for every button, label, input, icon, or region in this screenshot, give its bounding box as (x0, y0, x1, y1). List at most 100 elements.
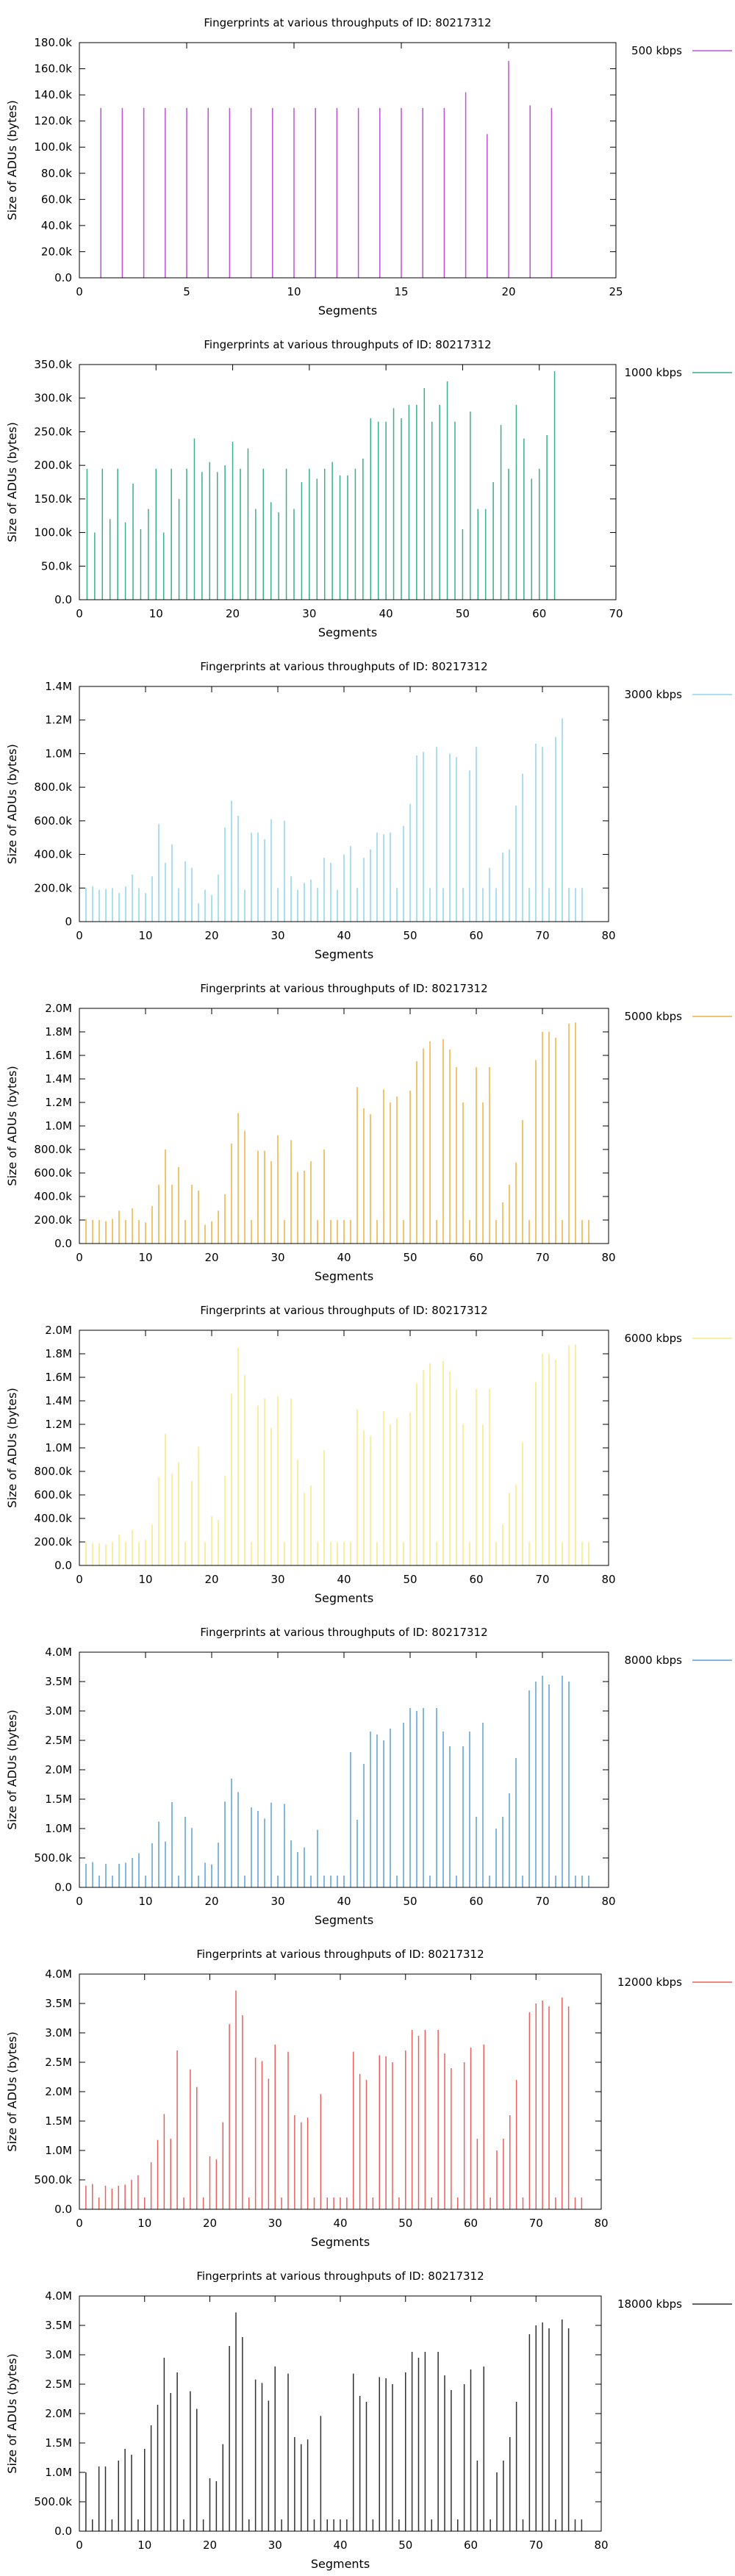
y-tick-label: 2.5M (45, 2378, 72, 2391)
y-tick-label: 0.0 (54, 1881, 72, 1894)
x-tick-label: 80 (601, 1251, 615, 1264)
x-tick-label: 0 (76, 1573, 83, 1586)
y-tick-label: 250.0k (34, 425, 72, 438)
y-tick-label: 400.0k (34, 1512, 72, 1525)
x-tick-label: 0 (76, 2217, 83, 2230)
y-tick-label: 800.0k (34, 1143, 72, 1156)
x-tick-label: 10 (287, 285, 301, 298)
y-axis-label: Size of ADUs (bytes) (5, 422, 19, 542)
chart-title: Fingerprints at various throughputs of I… (204, 16, 491, 29)
chart-panel-6: Fingerprints at various throughputs of I… (5, 1626, 732, 1927)
y-tick-label: 3.5M (45, 1675, 72, 1688)
x-tick-label: 10 (138, 1251, 152, 1264)
y-tick-label: 200.0k (34, 459, 72, 472)
plot-frame (79, 2295, 602, 2532)
y-tick-label: 1.0M (45, 747, 72, 760)
plot-frame (79, 1651, 609, 1888)
y-tick-label: 2.0M (45, 1002, 72, 1015)
y-tick-label: 1.2M (45, 714, 72, 727)
x-axis-label: Segments (318, 304, 377, 317)
y-tick-label: 20.0k (41, 245, 72, 258)
x-tick-label: 70 (535, 1251, 549, 1264)
x-tick-label: 5 (183, 285, 190, 298)
y-tick-label: 0.0 (54, 2203, 72, 2216)
x-tick-label: 50 (398, 2539, 412, 2552)
y-tick-label: 3.5M (45, 1997, 72, 2010)
plot-frame (79, 1008, 609, 1244)
y-tick-label: 3.0M (45, 1704, 72, 1718)
y-tick-label: 1.8M (45, 1025, 72, 1038)
x-tick-label: 0 (76, 929, 83, 942)
chart-panel-7: Fingerprints at various throughputs of I… (5, 1948, 732, 2249)
y-tick-label: 50.0k (41, 559, 72, 573)
plot-frame (79, 686, 609, 922)
x-tick-label: 40 (337, 1895, 351, 1908)
y-tick-label: 150.0k (34, 492, 72, 506)
chart-panel-1: Fingerprints at various throughputs of I… (5, 16, 732, 317)
y-tick-label: 0.0 (54, 271, 72, 284)
x-tick-label: 50 (403, 1573, 417, 1586)
y-axis-label: Size of ADUs (bytes) (5, 2031, 19, 2151)
y-axis-label: Size of ADUs (bytes) (5, 1066, 19, 1185)
y-tick-label: 40.0k (41, 219, 72, 232)
x-tick-label: 20 (203, 2217, 217, 2230)
x-tick-label: 10 (138, 1573, 152, 1586)
legend-label: 12000 kbps (617, 1976, 682, 1989)
x-axis-label: Segments (315, 1591, 373, 1605)
y-tick-label: 2.0M (45, 1763, 72, 1776)
y-tick-label: 200.0k (34, 1535, 72, 1549)
x-tick-label: 20 (203, 2539, 217, 2552)
y-tick-label: 160.0k (34, 62, 72, 76)
y-tick-label: 400.0k (34, 1190, 72, 1203)
x-tick-label: 80 (594, 2217, 608, 2230)
y-tick-label: 1.0M (45, 1119, 72, 1133)
x-tick-label: 0 (76, 607, 83, 620)
chart-title: Fingerprints at various throughputs of I… (196, 1948, 484, 1961)
y-tick-label: 3.0M (45, 2348, 72, 2361)
chart-title: Fingerprints at various throughputs of I… (196, 2270, 484, 2283)
x-axis-label: Segments (315, 1269, 373, 1283)
y-tick-label: 200.0k (34, 881, 72, 894)
x-tick-label: 20 (501, 285, 515, 298)
y-tick-label: 80.0k (41, 167, 72, 180)
y-tick-label: 140.0k (34, 88, 72, 101)
x-tick-label: 10 (138, 1895, 152, 1908)
y-tick-label: 100.0k (34, 140, 72, 154)
chart-panel-5: Fingerprints at various throughputs of I… (5, 1304, 732, 1605)
y-tick-label: 1.4M (45, 680, 72, 693)
y-tick-label: 1.6M (45, 1371, 72, 1384)
x-tick-label: 80 (601, 1895, 615, 1908)
chart-panel-8: Fingerprints at various throughputs of I… (5, 2270, 732, 2571)
y-tick-label: 4.0M (45, 2289, 72, 2303)
y-tick-label: 600.0k (34, 1166, 72, 1180)
chart-title: Fingerprints at various throughputs of I… (200, 660, 487, 673)
y-axis-label: Size of ADUs (bytes) (5, 1388, 19, 1507)
y-tick-label: 400.0k (34, 848, 72, 861)
x-tick-label: 60 (469, 1895, 483, 1908)
x-tick-label: 30 (270, 1251, 284, 1264)
y-tick-label: 500.0k (34, 2173, 72, 2186)
y-tick-label: 0.0 (54, 593, 72, 606)
x-tick-label: 15 (394, 285, 408, 298)
x-tick-label: 70 (535, 1573, 549, 1586)
y-tick-label: 4.0M (45, 1967, 72, 1981)
x-tick-label: 60 (469, 1251, 483, 1264)
chart-title: Fingerprints at various throughputs of I… (204, 338, 491, 351)
y-tick-label: 1.0M (45, 2466, 72, 2479)
x-tick-label: 50 (403, 1251, 417, 1264)
x-tick-label: 40 (337, 1573, 351, 1586)
y-axis-label: Size of ADUs (bytes) (5, 744, 19, 864)
y-tick-label: 3.5M (45, 2319, 72, 2332)
x-tick-label: 70 (535, 1895, 549, 1908)
y-tick-label: 100.0k (34, 526, 72, 539)
y-tick-label: 500.0k (34, 1851, 72, 1865)
chart-title: Fingerprints at various throughputs of I… (200, 1626, 487, 1639)
x-tick-label: 40 (333, 2217, 347, 2230)
y-tick-label: 0 (65, 915, 72, 928)
x-tick-label: 0 (76, 1895, 83, 1908)
x-tick-label: 30 (270, 1895, 284, 1908)
chart-title: Fingerprints at various throughputs of I… (200, 982, 487, 995)
legend-label: 18000 kbps (617, 2297, 682, 2311)
x-tick-label: 30 (268, 2539, 282, 2552)
